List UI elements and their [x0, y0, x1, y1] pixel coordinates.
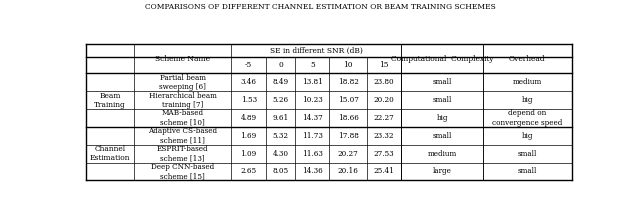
Text: 15.07: 15.07: [338, 96, 358, 104]
Text: Channel
Estimation: Channel Estimation: [90, 145, 131, 162]
Text: large: large: [433, 167, 451, 175]
Text: 1.69: 1.69: [241, 132, 257, 140]
Text: small: small: [433, 78, 452, 86]
Text: 1.53: 1.53: [241, 96, 257, 104]
Text: small: small: [518, 150, 537, 158]
Text: 4.89: 4.89: [241, 114, 257, 122]
Text: Adaptive CS-based
scheme [11]: Adaptive CS-based scheme [11]: [148, 127, 217, 144]
Text: Partial beam
sweeping [6]: Partial beam sweeping [6]: [159, 74, 206, 91]
Text: 9.61: 9.61: [273, 114, 289, 122]
Text: 23.80: 23.80: [374, 78, 394, 86]
Text: small: small: [433, 132, 452, 140]
Text: Scheme Name: Scheme Name: [155, 55, 210, 63]
Text: medium: medium: [428, 150, 457, 158]
Text: 10: 10: [343, 61, 353, 69]
Text: Overhead: Overhead: [509, 55, 546, 63]
Text: 10.23: 10.23: [302, 96, 323, 104]
Text: 8.49: 8.49: [273, 78, 289, 86]
Text: Computational  Complexity: Computational Complexity: [391, 55, 493, 63]
Text: 23.32: 23.32: [374, 132, 394, 140]
Text: 20.27: 20.27: [338, 150, 358, 158]
Text: 17.88: 17.88: [338, 132, 358, 140]
Text: medium: medium: [513, 78, 542, 86]
Text: big: big: [522, 132, 533, 140]
Text: 11.73: 11.73: [302, 132, 323, 140]
Text: 5.26: 5.26: [273, 96, 289, 104]
Text: 22.27: 22.27: [374, 114, 394, 122]
Text: 5.32: 5.32: [273, 132, 289, 140]
Text: big: big: [436, 114, 448, 122]
Text: 5: 5: [310, 61, 315, 69]
Text: 20.20: 20.20: [374, 96, 394, 104]
Text: Hierarchical beam
training [7]: Hierarchical beam training [7]: [148, 92, 216, 109]
Text: Deep CNN-based
scheme [15]: Deep CNN-based scheme [15]: [151, 163, 214, 180]
Text: 20.16: 20.16: [338, 167, 358, 175]
Text: small: small: [518, 167, 537, 175]
Text: 25.41: 25.41: [374, 167, 394, 175]
Text: big: big: [522, 96, 533, 104]
Text: Beam
Training: Beam Training: [94, 92, 126, 109]
Text: 1.09: 1.09: [241, 150, 257, 158]
Text: 0: 0: [278, 61, 283, 69]
Text: 14.36: 14.36: [302, 167, 323, 175]
Text: MAB-based
scheme [10]: MAB-based scheme [10]: [160, 109, 205, 127]
Text: 11.63: 11.63: [302, 150, 323, 158]
Text: depend on
convergence speed: depend on convergence speed: [492, 109, 563, 127]
Text: COMPARISONS OF DIFFERENT CHANNEL ESTIMATION OR BEAM TRAINING SCHEMES: COMPARISONS OF DIFFERENT CHANNEL ESTIMAT…: [145, 3, 495, 11]
Text: 4.30: 4.30: [273, 150, 289, 158]
Text: -5: -5: [245, 61, 252, 69]
Text: 15: 15: [380, 61, 388, 69]
Text: 3.46: 3.46: [241, 78, 257, 86]
Text: 18.66: 18.66: [338, 114, 358, 122]
Text: 13.81: 13.81: [302, 78, 323, 86]
Text: 14.37: 14.37: [302, 114, 323, 122]
Text: ESPRIT-based
scheme [13]: ESPRIT-based scheme [13]: [157, 145, 209, 162]
Text: SE in different SNR (dB): SE in different SNR (dB): [270, 47, 363, 55]
Text: 2.65: 2.65: [241, 167, 257, 175]
Text: 27.53: 27.53: [374, 150, 394, 158]
Text: 8.05: 8.05: [273, 167, 289, 175]
Text: small: small: [433, 96, 452, 104]
Text: 18.82: 18.82: [338, 78, 358, 86]
